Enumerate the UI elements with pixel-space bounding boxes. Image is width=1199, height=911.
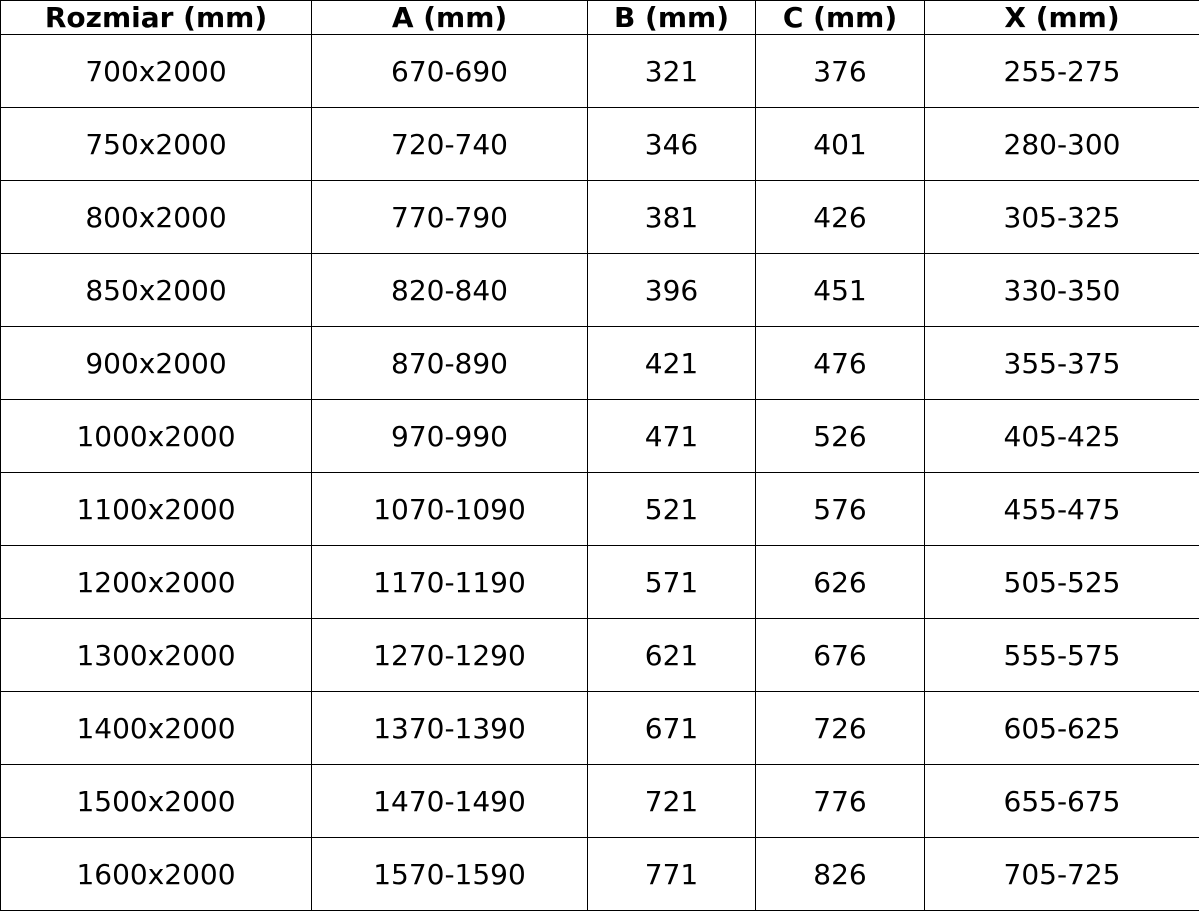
table-row: 900x2000 870-890 421 476 355-375	[0, 326, 1199, 400]
table-row: 1200x2000 1170-1190 571 626 505-525	[0, 545, 1199, 619]
table-row: 1000x2000 970-990 471 526 405-425	[0, 399, 1199, 473]
column-header-b: B (mm)	[587, 0, 756, 35]
table-cell: 1270-1290	[311, 618, 588, 692]
table-cell: 870-890	[311, 326, 588, 400]
column-header-x: X (mm)	[924, 0, 1199, 35]
table-row: 700x2000 670-690 321 376 255-275	[0, 34, 1199, 108]
table-cell: 405-425	[924, 399, 1199, 473]
table-cell: 396	[587, 253, 756, 327]
table-cell: 1100x2000	[0, 472, 312, 546]
table-cell: 376	[755, 34, 925, 108]
table-cell: 421	[587, 326, 756, 400]
table-cell: 626	[755, 545, 925, 619]
table-cell: 720-740	[311, 107, 588, 181]
table-row: 1300x2000 1270-1290 621 676 555-575	[0, 618, 1199, 692]
table-cell: 521	[587, 472, 756, 546]
table-cell: 850x2000	[0, 253, 312, 327]
table-row: 1500x2000 1470-1490 721 776 655-675	[0, 764, 1199, 838]
table-cell: 800x2000	[0, 180, 312, 254]
table-row: 750x2000 720-740 346 401 280-300	[0, 107, 1199, 181]
table-cell: 1570-1590	[311, 837, 588, 911]
table-cell: 771	[587, 837, 756, 911]
table-cell: 305-325	[924, 180, 1199, 254]
table-cell: 455-475	[924, 472, 1199, 546]
table-cell: 1370-1390	[311, 691, 588, 765]
table-row: 1400x2000 1370-1390 671 726 605-625	[0, 691, 1199, 765]
table-cell: 900x2000	[0, 326, 312, 400]
table-cell: 676	[755, 618, 925, 692]
column-header-a: A (mm)	[311, 0, 588, 35]
table-cell: 330-350	[924, 253, 1199, 327]
table-cell: 670-690	[311, 34, 588, 108]
table-cell: 381	[587, 180, 756, 254]
table-cell: 451	[755, 253, 925, 327]
table-cell: 1470-1490	[311, 764, 588, 838]
table-cell: 571	[587, 545, 756, 619]
table-cell: 726	[755, 691, 925, 765]
table-cell: 970-990	[311, 399, 588, 473]
table-cell: 471	[587, 399, 756, 473]
table-cell: 671	[587, 691, 756, 765]
table-cell: 1170-1190	[311, 545, 588, 619]
table-cell: 505-525	[924, 545, 1199, 619]
header-row: Rozmiar (mm) A (mm) B (mm) C (mm) X (mm)	[0, 0, 1199, 35]
table-cell: 621	[587, 618, 756, 692]
table-row: 800x2000 770-790 381 426 305-325	[0, 180, 1199, 254]
table-cell: 1400x2000	[0, 691, 312, 765]
table-cell: 1500x2000	[0, 764, 312, 838]
table-cell: 526	[755, 399, 925, 473]
table-cell: 476	[755, 326, 925, 400]
table-cell: 555-575	[924, 618, 1199, 692]
table-cell: 280-300	[924, 107, 1199, 181]
table-cell: 321	[587, 34, 756, 108]
table-cell: 1600x2000	[0, 837, 312, 911]
table-cell: 655-675	[924, 764, 1199, 838]
table-cell: 346	[587, 107, 756, 181]
column-header-c: C (mm)	[755, 0, 925, 35]
table-cell: 820-840	[311, 253, 588, 327]
table-cell: 770-790	[311, 180, 588, 254]
table-row: 1100x2000 1070-1090 521 576 455-475	[0, 472, 1199, 546]
table-cell: 826	[755, 837, 925, 911]
table-cell: 401	[755, 107, 925, 181]
column-header-rozmiar: Rozmiar (mm)	[0, 0, 312, 35]
table-cell: 605-625	[924, 691, 1199, 765]
table-cell: 1300x2000	[0, 618, 312, 692]
table-cell: 1070-1090	[311, 472, 588, 546]
table-cell: 426	[755, 180, 925, 254]
table-cell: 705-725	[924, 837, 1199, 911]
table-cell: 355-375	[924, 326, 1199, 400]
table-cell: 1200x2000	[0, 545, 312, 619]
table-cell: 255-275	[924, 34, 1199, 108]
table-cell: 776	[755, 764, 925, 838]
table-row: 1600x2000 1570-1590 771 826 705-725	[0, 837, 1199, 911]
table-cell: 750x2000	[0, 107, 312, 181]
table-row: 850x2000 820-840 396 451 330-350	[0, 253, 1199, 327]
table-cell: 700x2000	[0, 34, 312, 108]
table-cell: 576	[755, 472, 925, 546]
table-cell: 1000x2000	[0, 399, 312, 473]
table-cell: 721	[587, 764, 756, 838]
